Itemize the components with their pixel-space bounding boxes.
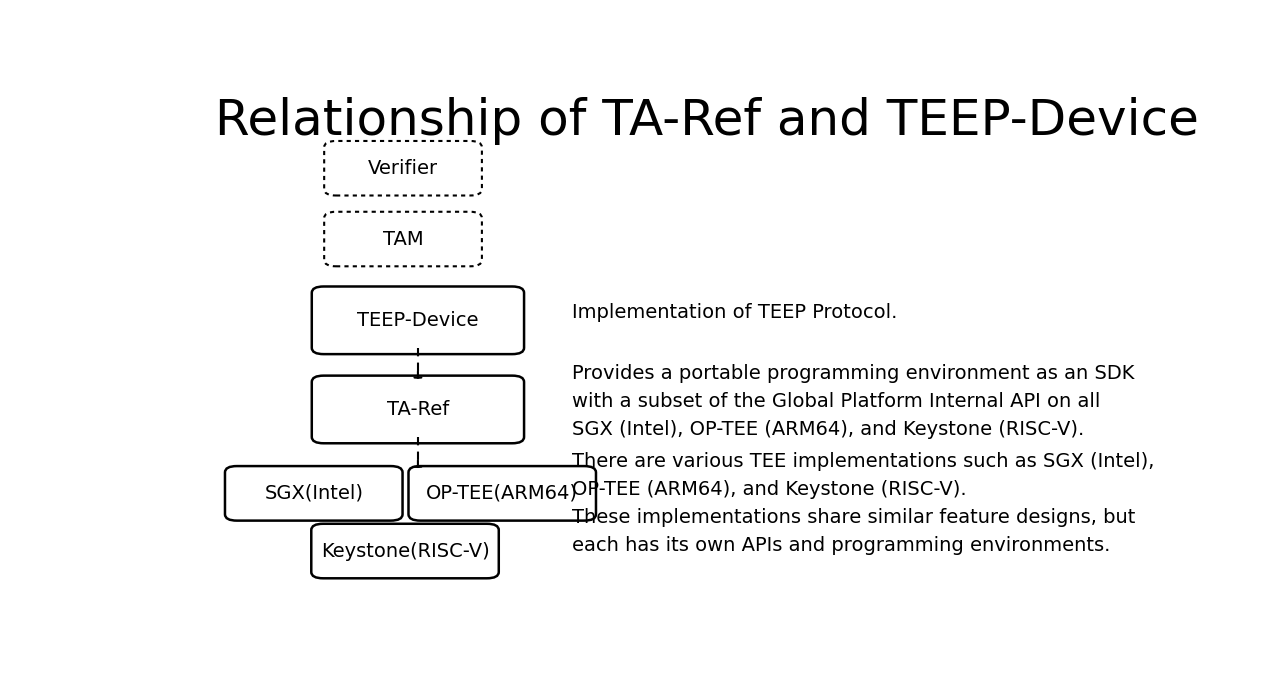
Text: There are various TEE implementations such as SGX (Intel),
OP-TEE (ARM64), and K: There are various TEE implementations su…	[572, 452, 1155, 555]
FancyBboxPatch shape	[312, 287, 524, 354]
Text: TAM: TAM	[383, 229, 424, 249]
FancyBboxPatch shape	[311, 524, 499, 578]
Text: TA-Ref: TA-Ref	[387, 400, 449, 419]
FancyBboxPatch shape	[225, 466, 402, 520]
Text: Implementation of TEEP Protocol.: Implementation of TEEP Protocol.	[572, 303, 897, 322]
FancyBboxPatch shape	[324, 212, 481, 266]
Text: Relationship of TA-Ref and TEEP-Device: Relationship of TA-Ref and TEEP-Device	[215, 97, 1198, 146]
FancyBboxPatch shape	[408, 466, 596, 520]
FancyBboxPatch shape	[312, 376, 524, 443]
Text: Keystone(RISC-V): Keystone(RISC-V)	[321, 541, 489, 560]
Text: OP-TEE(ARM64): OP-TEE(ARM64)	[426, 484, 579, 503]
Text: Verifier: Verifier	[367, 159, 438, 178]
FancyBboxPatch shape	[324, 141, 481, 195]
Text: SGX(Intel): SGX(Intel)	[264, 484, 364, 503]
Text: Provides a portable programming environment as an SDK
with a subset of the Globa: Provides a portable programming environm…	[572, 364, 1134, 439]
Text: TEEP-Device: TEEP-Device	[357, 311, 479, 330]
